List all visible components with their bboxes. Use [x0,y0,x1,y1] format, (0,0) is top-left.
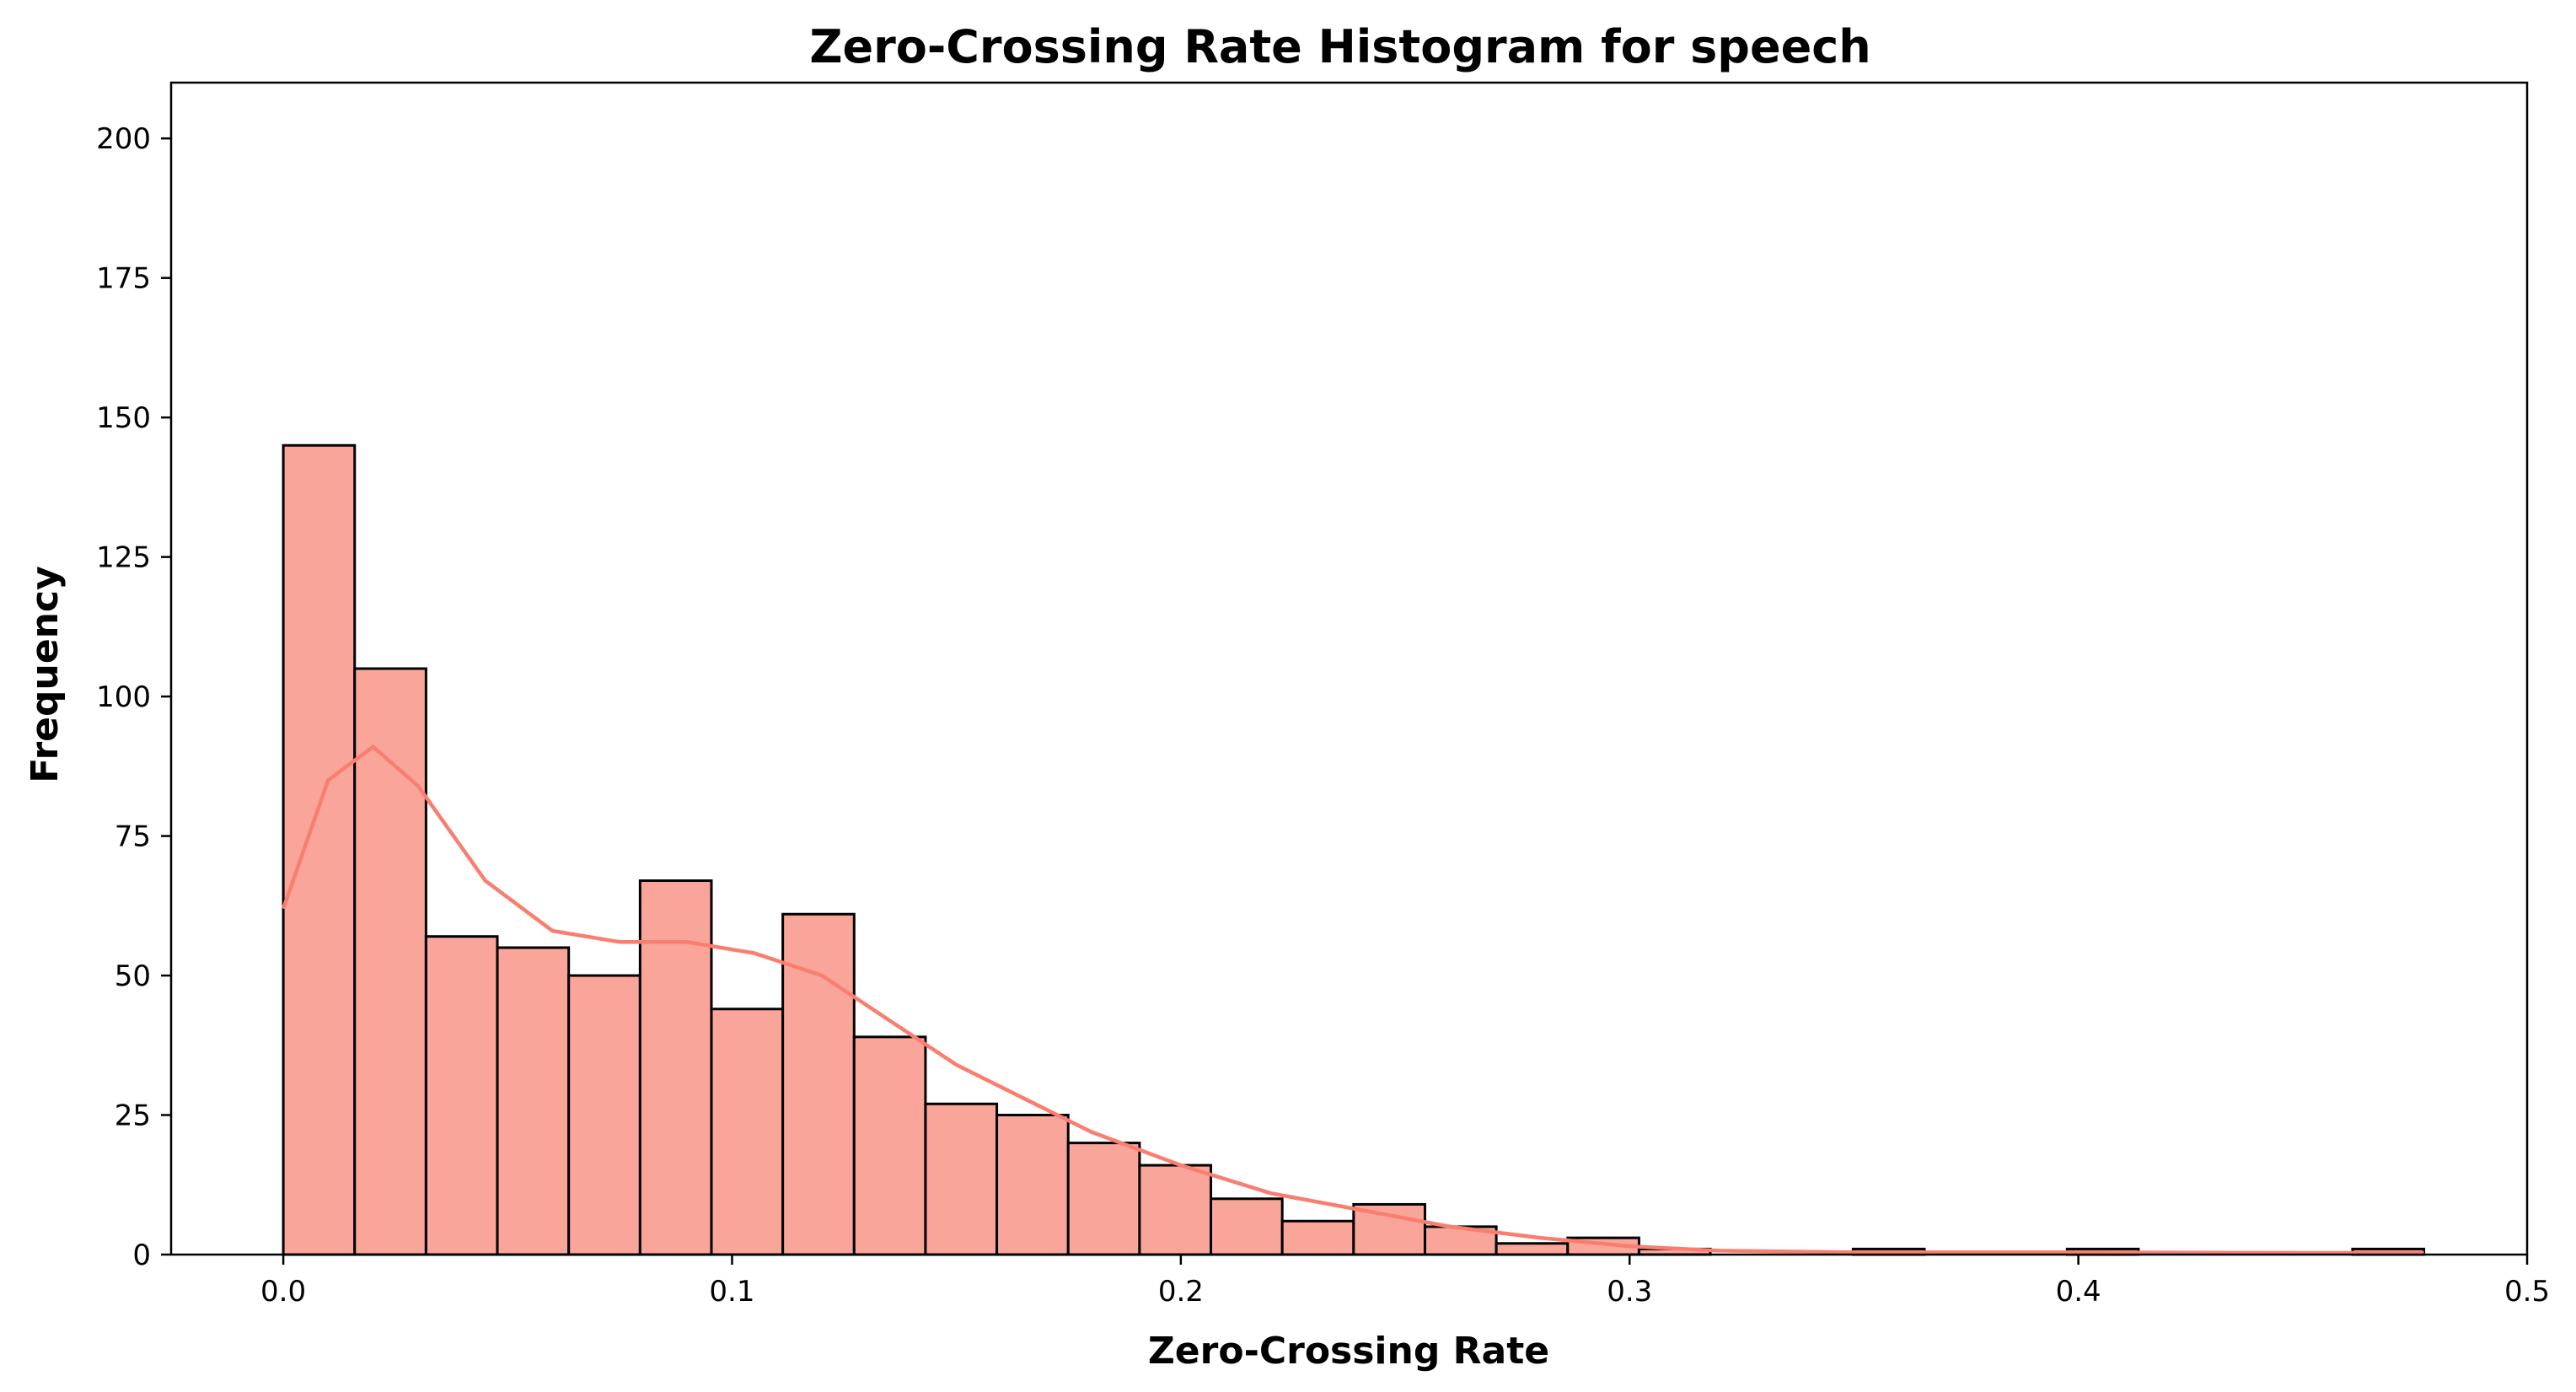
y-tick-label: 50 [115,959,151,993]
y-axis-title: Frequency [24,566,67,783]
histogram-bar [781,912,856,1256]
histogram-bar [496,946,571,1256]
chart-title: Zero-Crossing Rate Histogram for speech [809,20,1870,73]
y-tick-label: 75 [115,820,151,854]
x-tick-label: 0.0 [260,1275,306,1309]
histogram-bar [282,443,357,1256]
x-tick-label: 0.5 [2504,1275,2550,1309]
x-tick-label: 0.3 [1607,1275,1652,1309]
x-axis-title: Zero-Crossing Rate [1148,1330,1549,1373]
histogram-bar [424,935,499,1256]
histogram-bar [710,1008,785,1256]
y-tick-label: 0 [132,1239,151,1272]
histogram-bar [1495,1242,1570,1256]
y-tick-label: 200 [96,122,151,156]
histogram-bar [1066,1142,1141,1256]
x-tick-label: 0.4 [2056,1275,2101,1309]
y-tick-label: 100 [96,680,151,714]
x-tick-label: 0.1 [709,1275,754,1309]
histogram-bar [996,1114,1070,1256]
y-tick-label: 125 [96,541,151,575]
y-tick-label: 175 [96,262,151,296]
kde-curve [281,744,2424,1255]
x-axis-ticks: 0.0 0.1 0.2 0.3 0.4 0.5 [260,1255,2550,1309]
histogram-bar [852,1035,927,1256]
histogram-bar [1210,1197,1284,1256]
histogram-bar [353,667,427,1256]
histogram-bar [567,974,641,1256]
y-axis-ticks: 0 25 50 75 100 125 150 175 200 [96,122,171,1272]
x-tick-label: 0.2 [1158,1275,1204,1309]
y-tick-label: 25 [115,1099,151,1133]
plot-frame [169,81,2529,1256]
histogram-bar [1280,1219,1355,1256]
histogram-bars [282,443,2426,1256]
histogram-bar [638,879,713,1256]
y-tick-label: 150 [96,401,151,435]
histogram-bar [1138,1164,1213,1256]
histogram-bar [924,1102,999,1256]
